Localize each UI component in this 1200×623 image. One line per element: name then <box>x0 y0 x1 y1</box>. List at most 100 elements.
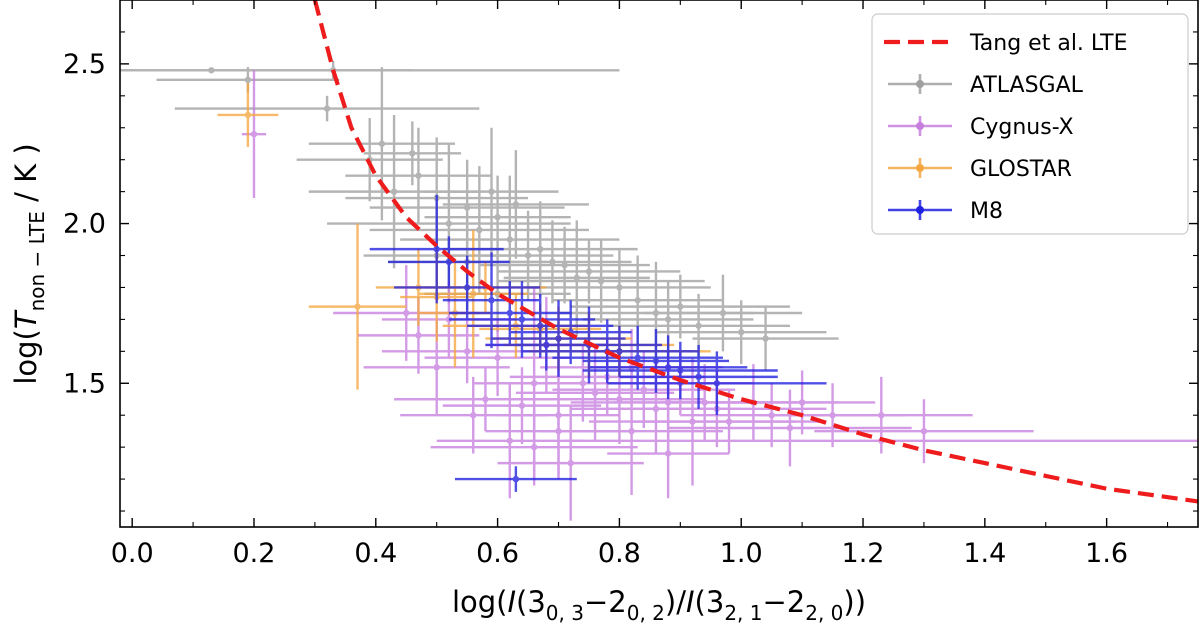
legend-marker <box>916 164 924 172</box>
atlasgal-point-24 <box>528 249 711 326</box>
cygnus-x-marker <box>250 130 258 138</box>
cygnus-x-point-35 <box>607 408 730 499</box>
x-axis-label: log(I(30, 3−20, 2)/I(32, 1−22, 0)) <box>452 585 866 623</box>
x-tick-label: 1.0 <box>720 538 763 569</box>
atlasgal-point-32 <box>692 306 839 371</box>
m8-point-6 <box>467 293 614 358</box>
atlasgal-marker <box>524 252 532 259</box>
m8-marker <box>677 367 684 374</box>
glostar-point-0 <box>217 83 279 147</box>
m8-marker <box>506 309 513 317</box>
y-tick-label: 2.5 <box>63 49 106 80</box>
atlasgal-point-5 <box>308 67 455 221</box>
atlasgal-point-21 <box>503 220 650 336</box>
atlasgal-point-31 <box>655 300 827 365</box>
atlasgal-marker <box>512 201 520 208</box>
m8-marker <box>512 475 520 483</box>
atlasgal-point-12 <box>369 166 589 294</box>
legend-marker <box>916 122 924 130</box>
atlasgal-marker <box>476 226 483 234</box>
legend-label: GLOSTAR <box>970 157 1072 182</box>
cygnus-x-marker <box>920 427 928 435</box>
m8-marker <box>537 322 544 329</box>
atlasgal-point-13 <box>424 127 559 256</box>
glostar-point-1 <box>308 223 407 390</box>
cygnus-x-marker <box>878 412 885 419</box>
cygnus-x-point-28 <box>424 319 571 397</box>
cygnus-x-marker <box>482 396 489 403</box>
atlasgal-point-20 <box>479 226 650 304</box>
atlasgal-marker <box>585 268 593 275</box>
y-axis-label: log(Tnon − LTE / K ) <box>9 143 49 384</box>
atlasgal-marker <box>597 277 605 285</box>
cygnus-x-point-8 <box>515 344 675 441</box>
atlasgal-point-28 <box>570 274 790 339</box>
m8-marker <box>433 245 440 253</box>
atlasgal-marker <box>488 188 495 195</box>
atlasgal-marker <box>506 236 513 243</box>
m8-point-16 <box>619 344 778 409</box>
legend-marker <box>916 80 924 88</box>
x-tick-label: 1.2 <box>842 538 885 569</box>
m8-point-1 <box>387 236 510 288</box>
cygnus-x-marker <box>591 389 599 397</box>
atlasgal-marker <box>616 284 623 291</box>
x-tick-label: 0.2 <box>233 538 276 569</box>
cygnus-x-marker <box>798 399 806 406</box>
atlasgal-marker <box>561 261 568 269</box>
m8-marker <box>664 364 672 371</box>
m8-point-0 <box>369 194 504 304</box>
m8-point-12 <box>552 325 723 390</box>
atlasgal-marker <box>409 150 416 157</box>
m8-point-7 <box>491 300 626 377</box>
atlasgal-marker <box>664 316 672 323</box>
atlasgal-marker <box>634 297 641 304</box>
cygnus-x-point-0 <box>241 70 267 199</box>
atlasgal-marker <box>415 172 422 179</box>
x-tick-label: 0.4 <box>354 538 397 569</box>
cygnus-x-point-38 <box>814 399 1034 464</box>
legend-label: M8 <box>970 199 1003 224</box>
atlasgal-marker <box>738 328 745 336</box>
m8-point-19 <box>485 319 608 371</box>
legend-item-m8: M8 <box>888 199 1003 224</box>
x-tick-label: 0.0 <box>111 538 154 569</box>
cygnus-x-marker <box>403 309 410 317</box>
cygnus-x-marker <box>518 402 526 409</box>
cygnus-x-marker <box>494 354 501 361</box>
y-axis-ticks: 1.5 2.0 2.5 <box>63 31 1198 512</box>
m8-marker <box>616 348 623 355</box>
atlasgal-marker <box>677 303 684 310</box>
m8-marker <box>463 284 471 291</box>
atlasgal-marker <box>549 258 556 266</box>
glostar-marker <box>354 303 361 310</box>
m8-point-14 <box>588 335 748 400</box>
legend-item-atlasgal: ATLASGAL <box>888 73 1084 98</box>
legend-label: ATLASGAL <box>970 73 1084 98</box>
plot-frame <box>119 0 1199 528</box>
series-m8 <box>369 194 827 492</box>
cygnus-x-point-6 <box>497 405 644 521</box>
atlasgal-point-22 <box>497 239 681 304</box>
atlasgal-point-14 <box>424 175 571 259</box>
cygnus-x-marker <box>470 412 477 419</box>
atlasgal-marker <box>463 204 471 211</box>
x-tick-label: 0.6 <box>476 538 519 569</box>
legend-label: Tang et al. LTE <box>969 31 1127 56</box>
atlasgal-point-16 <box>442 150 589 259</box>
atlasgal-marker <box>494 213 501 221</box>
cygnus-x-marker <box>640 386 647 393</box>
atlasgal-marker <box>390 188 398 195</box>
atlasgal-point-23 <box>497 239 705 323</box>
atlasgal-marker <box>445 220 453 227</box>
legend-marker <box>916 206 924 214</box>
m8-point-3 <box>442 252 541 349</box>
y-tick-label: 1.5 <box>63 368 106 399</box>
cygnus-x-marker <box>530 380 538 387</box>
m8-marker <box>488 297 495 304</box>
atlasgal-marker <box>244 76 252 84</box>
m8-point-4 <box>448 281 571 345</box>
atlasgal-point-3 <box>174 95 480 122</box>
series-layer <box>120 0 1199 521</box>
cygnus-x-marker <box>506 437 513 444</box>
